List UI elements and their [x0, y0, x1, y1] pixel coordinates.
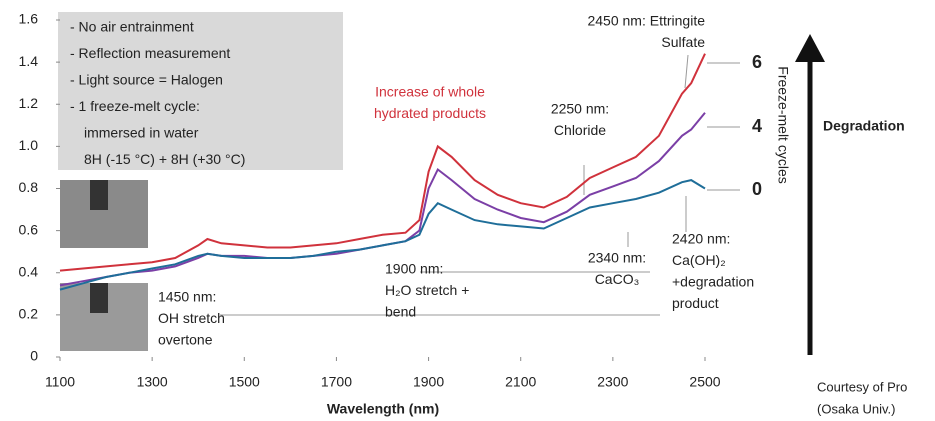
annotation: Increase of whole — [375, 84, 485, 100]
y-tick-label: 0.2 — [19, 306, 39, 322]
y-tick-label: 1.0 — [19, 137, 39, 153]
annotation: H₂O stretch + — [385, 282, 469, 298]
right-axis-label: Freeze-melt cycles — [775, 66, 791, 183]
x-tick-label: 1500 — [229, 374, 260, 390]
series-label: 0 — [752, 179, 762, 199]
y-tick-label: 0.4 — [19, 263, 39, 279]
series-label: 4 — [752, 116, 762, 136]
annotation: Ca(OH)₂ — [672, 252, 726, 268]
probe — [90, 283, 108, 313]
annotation: CaCO₃ — [595, 271, 640, 287]
chart: Wavelength (nm) Freeze-melt cycles Degra… — [0, 0, 935, 421]
y-tick-label: 0.8 — [19, 179, 39, 195]
x-tick-label: 1700 — [321, 374, 352, 390]
annotation: bend — [385, 304, 416, 320]
info-line: immersed in water — [84, 125, 199, 141]
x-tick-label: 1900 — [413, 374, 444, 390]
leader-line — [685, 55, 688, 88]
annotation: Chloride — [554, 122, 606, 138]
annotation: overtone — [158, 332, 213, 348]
info-line: - Reflection measurement — [70, 45, 230, 61]
annotation: product — [672, 295, 719, 311]
credit: (Osaka Univ.) — [817, 401, 896, 416]
info-box — [58, 12, 343, 170]
annotation: 2340 nm: — [588, 250, 646, 266]
annotation: 2420 nm: — [672, 231, 730, 247]
x-tick-label: 2300 — [597, 374, 628, 390]
probe — [90, 180, 108, 210]
x-tick-label: 1300 — [137, 374, 168, 390]
x-tick-label: 2100 — [505, 374, 536, 390]
x-tick-label: 2500 — [689, 374, 720, 390]
x-axis-label: Wavelength (nm) — [327, 401, 439, 417]
series-label: 6 — [752, 52, 762, 72]
arrow-label: Degradation — [823, 118, 905, 134]
y-tick-label: 0.6 — [19, 221, 39, 237]
annotation: 2250 nm: — [551, 101, 609, 117]
annotation: Sulfate — [661, 34, 705, 50]
info-line: - No air entrainment — [70, 19, 194, 35]
info-line: 8H (-15 °C) + 8H (+30 °C) — [84, 151, 245, 167]
annotation: OH stretch — [158, 310, 225, 326]
annotation: 2450 nm: Ettringite — [587, 13, 705, 29]
annotation: 1450 nm: — [158, 289, 216, 305]
annotation: hydrated products — [374, 105, 486, 121]
annotation: 1900 nm: — [385, 261, 443, 277]
info-line: - 1 freeze-melt cycle: — [70, 98, 200, 114]
y-tick-label: 0 — [30, 348, 38, 364]
credit: Courtesy of Pro — [817, 379, 907, 394]
annotation: +degradation — [672, 274, 754, 290]
y-tick-label: 1.2 — [19, 95, 39, 111]
y-tick-label: 1.6 — [19, 11, 39, 27]
arrow-head — [795, 34, 825, 62]
info-line: - Light source = Halogen — [70, 72, 223, 88]
x-tick-label: 1100 — [45, 374, 75, 390]
y-tick-label: 1.4 — [19, 53, 39, 69]
